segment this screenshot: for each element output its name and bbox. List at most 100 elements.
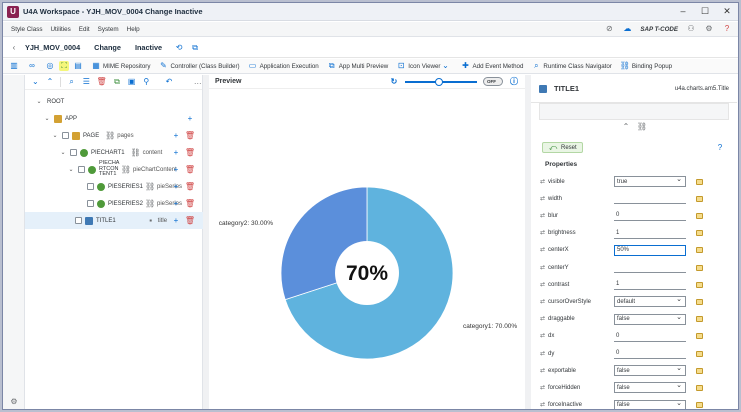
- tree-paste-icon[interactable]: ▣: [127, 77, 136, 86]
- add-child-icon[interactable]: +: [173, 164, 179, 174]
- collapse-icon[interactable]: ⌄: [52, 133, 58, 139]
- collapse-icon[interactable]: ⌄: [60, 150, 66, 156]
- delete-icon[interactable]: 🗑: [184, 147, 196, 157]
- menu-style-class[interactable]: Style Class: [11, 25, 43, 33]
- menu-utilities[interactable]: Utilities: [50, 25, 71, 33]
- controller-button[interactable]: ✎ Controller (Class Builder): [158, 61, 239, 71]
- add-child-icon[interactable]: +: [173, 198, 179, 208]
- binding-icon[interactable]: [696, 230, 703, 237]
- property-select[interactable]: true: [614, 175, 686, 187]
- add-child-icon[interactable]: +: [173, 181, 179, 191]
- binding-icon[interactable]: [696, 178, 703, 185]
- property-select[interactable]: default: [614, 295, 686, 308]
- runtime-class-navigator-button[interactable]: ⌕ Runtime Class Navigator: [531, 61, 612, 71]
- add-child-icon[interactable]: +: [187, 113, 193, 123]
- settings-icon[interactable]: ⚙: [10, 397, 18, 406]
- collapse-icon[interactable]: ⌄: [36, 99, 42, 105]
- node-checkbox[interactable]: [78, 166, 85, 173]
- property-input[interactable]: [614, 193, 686, 205]
- property-select[interactable]: false: [614, 399, 686, 409]
- node-checkbox[interactable]: [75, 217, 82, 224]
- tree-node-pieseries2[interactable]: PIESERIES2 ⛓ pieSeries + 🗑: [25, 195, 203, 212]
- description-area[interactable]: [539, 103, 729, 120]
- tree-node-root[interactable]: ⌄ ROOT: [25, 93, 203, 110]
- node-checkbox[interactable]: [87, 183, 94, 190]
- tree-node-title1[interactable]: TITLE1 ▪ title + 🗑: [25, 212, 203, 229]
- tree-node-pieseries1[interactable]: PIESERIES1 ⛓ pieSeries + 🗑: [25, 178, 203, 195]
- node-checkbox[interactable]: [87, 200, 94, 207]
- app-multi-preview-button[interactable]: ⧉ App Multi Preview: [327, 61, 388, 71]
- binding-icon[interactable]: [696, 212, 703, 219]
- undo-icon[interactable]: ↶: [165, 77, 173, 86]
- eye-off-icon[interactable]: ⊘: [606, 24, 613, 33]
- binding-icon[interactable]: [696, 298, 703, 305]
- delete-icon[interactable]: 🗑: [184, 181, 196, 191]
- property-select[interactable]: false: [614, 313, 686, 325]
- binding-popup-button[interactable]: ⛓ Binding Popup: [620, 61, 672, 71]
- tree-node-piechart1[interactable]: ⌄ PIECHART1 ⛓ content + 🗑: [25, 144, 203, 161]
- delete-icon[interactable]: 🗑: [184, 198, 196, 208]
- tree-delete-icon[interactable]: 🗑: [96, 77, 107, 86]
- collapse-all-icon[interactable]: ⌃: [46, 77, 54, 86]
- gear-icon[interactable]: ⚙: [705, 24, 713, 33]
- chevron-up-icon[interactable]: ⌃: [622, 122, 630, 131]
- application-execution-button[interactable]: ▭ Application Execution: [248, 61, 319, 71]
- property-input[interactable]: 1: [614, 279, 686, 291]
- tree-node-page[interactable]: ⌄ PAGE ⛓ pages + 🗑: [25, 127, 203, 144]
- maximize-icon[interactable]: ☐: [700, 6, 710, 16]
- property-input[interactable]: 50%: [614, 244, 686, 256]
- info-icon[interactable]: ⓘ: [510, 76, 518, 86]
- preview-toggle[interactable]: OFF: [483, 77, 503, 86]
- refresh-icon[interactable]: ↻: [390, 76, 398, 86]
- splitter-right[interactable]: [525, 75, 531, 409]
- target-icon[interactable]: ◎: [46, 61, 54, 70]
- reset-button[interactable]: ⤺ Reset: [542, 142, 583, 153]
- binding-icon[interactable]: [696, 402, 703, 409]
- property-input[interactable]: 1: [614, 228, 686, 239]
- binding-icon[interactable]: [696, 247, 703, 254]
- node-checkbox[interactable]: [62, 132, 69, 139]
- menu-system[interactable]: System: [97, 25, 119, 33]
- unlink-icon[interactable]: ⛓: [636, 122, 648, 131]
- binding-icon[interactable]: [696, 195, 703, 202]
- tree-copy-icon[interactable]: ⧉: [114, 77, 120, 86]
- tree-list-icon[interactable]: ☰: [82, 77, 90, 86]
- property-input[interactable]: 0: [614, 348, 686, 359]
- tree-search-icon[interactable]: ⌕: [69, 77, 74, 86]
- more-icon[interactable]: …: [193, 77, 202, 86]
- property-select[interactable]: false: [614, 381, 686, 394]
- property-select[interactable]: false: [614, 364, 686, 377]
- splitter-left[interactable]: [203, 75, 209, 409]
- property-input[interactable]: 0: [614, 210, 686, 222]
- minimize-icon[interactable]: –: [680, 6, 686, 16]
- close-icon[interactable]: ✕: [723, 6, 731, 16]
- add-event-method-button[interactable]: ✚ Add Event Method: [461, 61, 523, 71]
- binding-icon[interactable]: [696, 316, 703, 323]
- mime-repository-button[interactable]: ▦ MIME Repository: [91, 61, 150, 71]
- delete-icon[interactable]: 🗑: [184, 164, 196, 174]
- users-icon[interactable]: ⚇: [687, 24, 695, 33]
- menu-help[interactable]: Help: [126, 25, 140, 33]
- expand-all-icon[interactable]: ⌄: [31, 77, 39, 86]
- glasses-icon[interactable]: ∞: [29, 61, 35, 70]
- tree-node-app[interactable]: ⌄ APP +: [25, 110, 203, 127]
- save-icon[interactable]: ▤: [74, 61, 82, 70]
- layout-icon[interactable]: ▥: [10, 61, 18, 70]
- binding-icon[interactable]: [696, 281, 703, 288]
- zoom-slider[interactable]: [405, 77, 477, 86]
- cloud-icon[interactable]: ☁: [623, 24, 632, 33]
- collapse-icon[interactable]: ⌄: [44, 116, 50, 122]
- add-child-icon[interactable]: +: [173, 130, 179, 140]
- binding-icon[interactable]: [696, 333, 703, 340]
- add-child-icon[interactable]: +: [173, 215, 179, 225]
- tcode-label[interactable]: SAP T-CODE: [640, 25, 678, 33]
- transport-icon[interactable]: ⟲: [175, 42, 183, 52]
- node-checkbox[interactable]: [70, 149, 77, 156]
- property-input[interactable]: 0: [614, 331, 686, 342]
- tree-wizard-icon[interactable]: ⚲: [143, 77, 150, 86]
- binding-icon[interactable]: [696, 350, 703, 357]
- external-link-icon[interactable]: ⧉: [192, 42, 198, 52]
- activate-icon[interactable]: ⛶: [59, 61, 69, 71]
- binding-icon[interactable]: [696, 384, 703, 391]
- icon-viewer-button[interactable]: ⊡ Icon Viewer ⌄: [396, 61, 452, 71]
